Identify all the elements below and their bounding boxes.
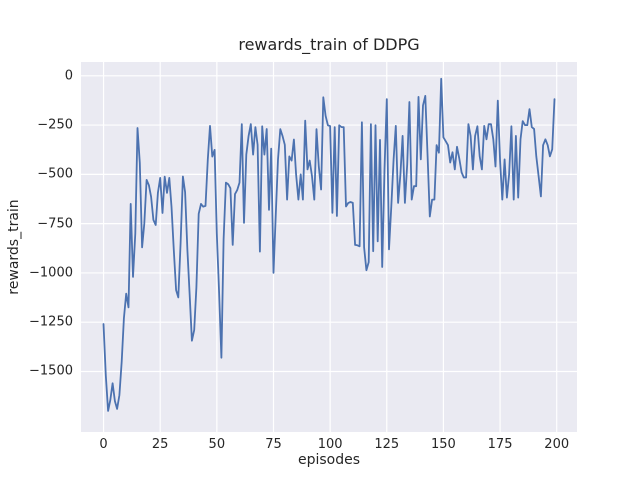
x-tick-label: 0 [99, 437, 108, 452]
x-tick-label: 50 [208, 437, 226, 452]
x-tick-label: 200 [544, 437, 570, 452]
y-tick-label: −250 [37, 117, 73, 133]
y-tick-label: −750 [37, 216, 73, 232]
y-tick-label: −1000 [29, 265, 73, 281]
y-tick-label: 0 [64, 68, 73, 84]
chart-title: rewards_train of DDPG [238, 35, 420, 54]
x-tick-label: 25 [151, 437, 169, 452]
x-tick-label: 100 [317, 437, 343, 452]
x-tick-label: 125 [374, 437, 400, 452]
y-tick-label: −1250 [29, 314, 73, 330]
x-tick-label: 150 [431, 437, 456, 452]
y-tick-label: −500 [37, 166, 73, 182]
x-tick-label: 175 [487, 437, 513, 452]
rewards-line [102, 77, 556, 412]
plot-svg [81, 62, 577, 432]
y-tick-label: −1500 [29, 363, 73, 379]
plot-area [81, 62, 577, 432]
y-axis-label: rewards_train [6, 199, 22, 295]
x-tick-label: 75 [265, 437, 282, 452]
x-axis-label: episodes [297, 452, 361, 468]
